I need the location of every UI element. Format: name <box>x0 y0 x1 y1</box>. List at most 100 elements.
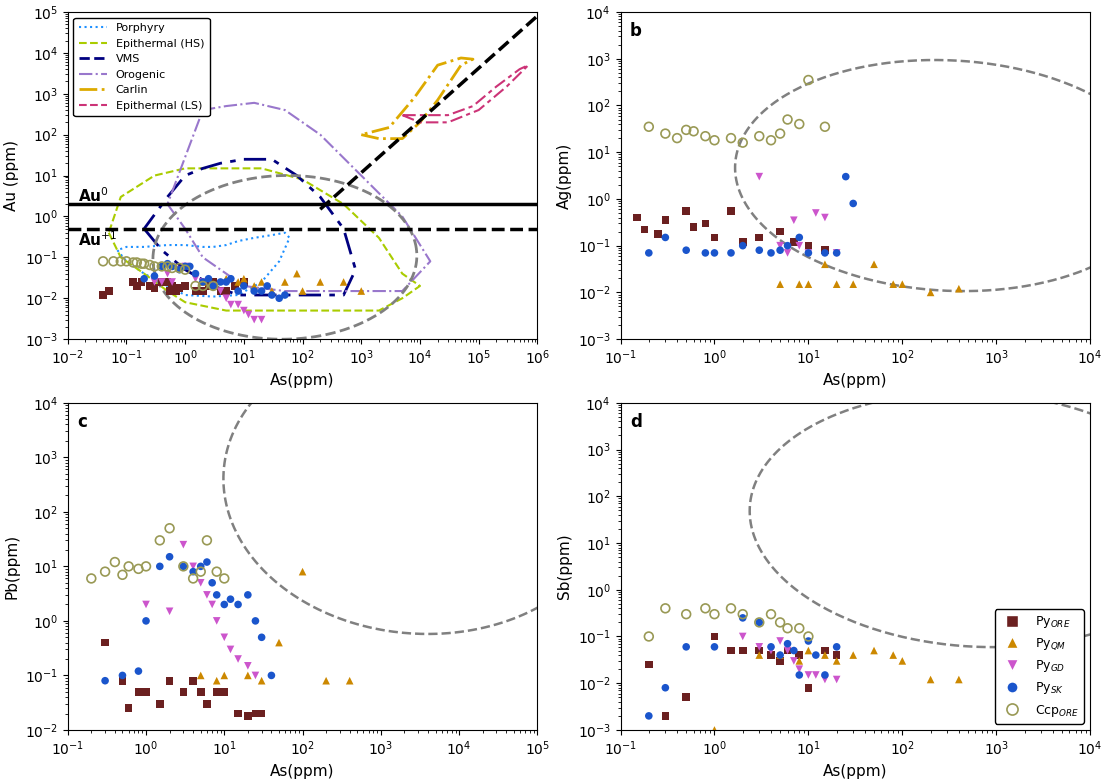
Point <box>163 260 180 272</box>
Legend: Py$_{ORE}$, Py$_{QM}$, Py$_{GD}$, Py$_{SK}$, Ccp$_{ORE}$: Py$_{ORE}$, Py$_{QM}$, Py$_{GD}$, Py$_{S… <box>995 609 1084 723</box>
Point <box>170 263 188 276</box>
Point <box>137 560 155 572</box>
Point <box>114 568 132 581</box>
Point <box>198 698 216 710</box>
Point <box>176 260 194 272</box>
Point <box>656 231 674 244</box>
Point <box>112 255 130 268</box>
Point <box>762 134 779 146</box>
Point <box>175 560 193 572</box>
Point <box>176 263 194 276</box>
Point <box>239 589 257 601</box>
Point <box>137 686 155 698</box>
Point <box>252 707 270 720</box>
Point <box>198 556 216 568</box>
Point <box>216 572 234 585</box>
Point <box>211 276 229 288</box>
Point <box>734 608 752 620</box>
Point <box>696 602 714 615</box>
Point <box>762 640 779 653</box>
Point <box>640 121 658 133</box>
Point <box>722 132 739 144</box>
Point <box>153 260 170 272</box>
Point <box>751 244 768 257</box>
Point <box>208 674 226 687</box>
Point <box>845 197 862 210</box>
Point <box>100 285 117 298</box>
Point <box>270 292 288 305</box>
Point <box>778 114 796 126</box>
Point <box>252 631 270 644</box>
Point <box>192 565 209 578</box>
Point <box>893 655 911 667</box>
Point <box>677 608 695 620</box>
Point <box>187 272 205 285</box>
Point <box>772 655 789 667</box>
Point <box>120 702 137 715</box>
Point <box>772 226 789 238</box>
Point <box>216 598 234 611</box>
Point <box>790 231 808 244</box>
Point <box>235 276 252 288</box>
Point <box>922 673 940 686</box>
Point <box>151 560 168 572</box>
Point <box>734 608 752 620</box>
Point <box>153 260 170 272</box>
Point <box>656 128 674 140</box>
Point <box>263 285 281 298</box>
Point <box>204 598 221 611</box>
Point <box>163 262 180 274</box>
Point <box>82 572 100 585</box>
Point <box>199 272 217 285</box>
Y-axis label: Ag(ppm): Ag(ppm) <box>557 143 572 209</box>
Point <box>161 285 178 298</box>
Point <box>223 298 240 311</box>
Point <box>799 278 817 290</box>
Point <box>151 534 168 547</box>
Point <box>205 280 223 292</box>
Point <box>180 260 198 272</box>
Point <box>677 124 695 136</box>
Point <box>696 602 714 615</box>
Point <box>161 605 178 618</box>
Point <box>137 598 155 611</box>
Point <box>194 280 211 292</box>
Point <box>845 649 862 662</box>
Point <box>772 635 789 648</box>
Point <box>640 247 658 259</box>
Point <box>790 622 808 634</box>
Text: b: b <box>630 22 642 40</box>
Point <box>669 132 686 144</box>
Point <box>141 258 158 271</box>
Text: Au$^0$: Au$^0$ <box>79 186 108 205</box>
Point <box>158 276 176 288</box>
Point <box>705 134 723 146</box>
Point <box>884 649 902 662</box>
Point <box>175 560 193 572</box>
Point <box>258 280 276 292</box>
Point <box>816 649 834 662</box>
Point <box>226 280 244 292</box>
Point <box>82 572 100 585</box>
Point <box>235 280 252 292</box>
Point <box>734 136 752 149</box>
Point <box>677 124 695 136</box>
Point <box>252 313 270 326</box>
Point <box>772 278 789 290</box>
Point <box>276 289 293 301</box>
Point <box>198 534 216 547</box>
Point <box>828 655 846 667</box>
Point <box>229 598 247 611</box>
Point <box>199 280 217 292</box>
Point <box>705 231 723 244</box>
Point <box>778 247 796 259</box>
Point <box>772 128 789 140</box>
Point <box>229 285 247 298</box>
Point <box>790 117 808 130</box>
Point <box>807 649 825 662</box>
Point <box>837 171 855 183</box>
Point <box>341 674 359 687</box>
Point <box>184 565 201 578</box>
Point <box>828 673 846 686</box>
Point <box>790 622 808 634</box>
